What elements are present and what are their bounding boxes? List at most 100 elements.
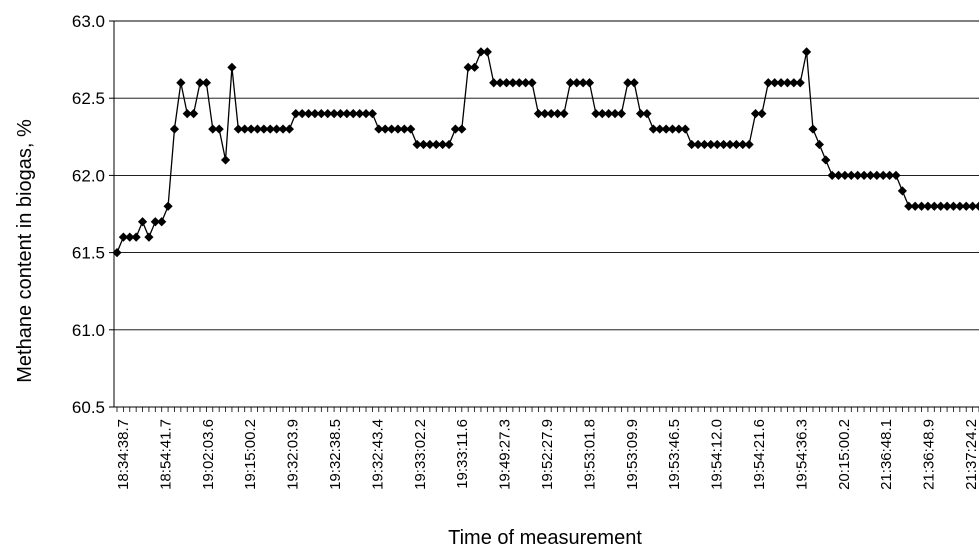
data-point-marker [885, 170, 895, 180]
data-point-marker [348, 109, 358, 119]
y-tick-label: 60.5 [72, 398, 105, 417]
y-axis-ticks: 60.5 61.0 61.5 62.0 62.5 63.0 [72, 12, 114, 417]
data-point-marker [227, 62, 237, 72]
data-point-marker [246, 124, 256, 134]
x-tick-label: 19:33:11.6 [454, 419, 471, 489]
data-point-marker [808, 124, 818, 134]
data-point-marker [521, 78, 531, 88]
data-point-marker [904, 201, 914, 211]
data-point-marker [936, 201, 946, 211]
data-point-marker [310, 109, 320, 119]
data-point-marker [501, 78, 512, 88]
data-point-marker [157, 217, 167, 227]
data-point-marker [616, 109, 627, 119]
data-point-marker [712, 139, 722, 150]
data-point-marker [476, 47, 486, 57]
data-point-marker [821, 155, 831, 165]
data-point-marker [853, 170, 863, 180]
data-point-marker [910, 201, 920, 211]
data-point-marker [872, 170, 882, 180]
data-point-marker [252, 124, 263, 134]
y-axis-label: Methane content in biogas, % [14, 119, 36, 383]
x-tick-label: 19:53:46.5 [666, 419, 683, 490]
x-axis-label: Time of measurement [448, 527, 642, 549]
data-point-marker [540, 109, 550, 119]
data-point-marker [846, 170, 856, 180]
x-tick-label: 19:02:03.6 [200, 419, 217, 490]
data-point-marker [859, 170, 869, 180]
data-point-marker [176, 78, 186, 88]
data-point-marker [342, 109, 352, 119]
y-tick-label: 62.5 [72, 89, 105, 108]
data-point-marker [782, 78, 793, 88]
data-point-marker [610, 109, 620, 119]
data-point-marker [968, 201, 978, 211]
data-point-marker [489, 78, 499, 88]
data-point-marker [425, 139, 435, 150]
data-point-marker [208, 124, 218, 134]
data-point-marker [240, 124, 250, 134]
data-point-marker [508, 78, 518, 88]
data-point-marker [393, 124, 403, 134]
data-point-marker [776, 78, 786, 88]
data-point-marker [699, 139, 710, 150]
data-point-marker [291, 109, 301, 119]
data-point-marker [648, 124, 658, 134]
data-point-marker [725, 139, 735, 150]
data-point-marker [272, 124, 282, 134]
data-point-marker [125, 232, 135, 242]
series-markers [112, 47, 979, 258]
data-point-marker [284, 124, 294, 134]
data-point-marker [189, 109, 199, 119]
data-point-marker [533, 109, 544, 119]
x-tick-label: 19:15:00.2 [242, 419, 259, 490]
data-point-marker [233, 124, 243, 134]
data-point-marker [738, 139, 748, 150]
data-point-marker [687, 139, 697, 150]
data-point-marker [604, 109, 614, 119]
data-point-marker [802, 47, 812, 57]
data-point-marker [444, 139, 454, 150]
data-point-marker [182, 109, 192, 119]
data-point-marker [169, 124, 180, 134]
data-point-marker [642, 109, 652, 119]
x-tick-label: 18:34:38.7 [115, 419, 132, 490]
data-point-marker [731, 139, 741, 150]
x-tick-label: 19:53:01.8 [581, 419, 598, 490]
y-tick-label: 63.0 [72, 12, 105, 31]
data-point-marker [482, 47, 492, 57]
data-point-marker [265, 124, 275, 134]
data-point-marker [706, 139, 716, 150]
x-axis-ticks: 18:34:38.7 18:54:41.7 19:02:03.6 19:15:00.2… [115, 407, 979, 490]
x-tick-label: 21:36:48.1 [878, 419, 895, 490]
data-point-marker [667, 124, 678, 134]
data-point-marker [629, 78, 639, 88]
x-tick-label: 19:52:27.9 [539, 419, 556, 490]
data-point-marker [795, 78, 805, 88]
data-point-marker [514, 78, 524, 88]
data-point-marker [323, 109, 333, 119]
data-point-marker [329, 109, 339, 119]
data-point-marker [929, 201, 939, 211]
data-point-marker [546, 109, 556, 119]
series-line [116, 51, 979, 253]
data-point-marker [865, 170, 876, 180]
grid-lines [114, 20, 979, 331]
x-tick-label: 21:37:24.2 [963, 419, 979, 490]
data-point-marker [827, 170, 837, 180]
data-point-marker [438, 139, 448, 150]
data-point-marker [897, 186, 907, 196]
x-tick-label: 21:36:48.9 [921, 419, 938, 490]
data-point-marker [763, 78, 773, 88]
data-point-marker [316, 109, 326, 119]
data-point-marker [361, 109, 371, 119]
x-tick-label: 18:54:41.7 [157, 419, 174, 490]
x-tick-label: 19:53:09.9 [624, 419, 641, 490]
data-point-marker [789, 78, 799, 88]
data-point-marker [112, 248, 122, 258]
data-point-marker [680, 124, 690, 134]
x-tick-label: 19:32:38.5 [327, 419, 344, 490]
data-point-marker [137, 217, 148, 227]
data-point-marker [744, 139, 754, 150]
data-point-marker [655, 124, 665, 134]
